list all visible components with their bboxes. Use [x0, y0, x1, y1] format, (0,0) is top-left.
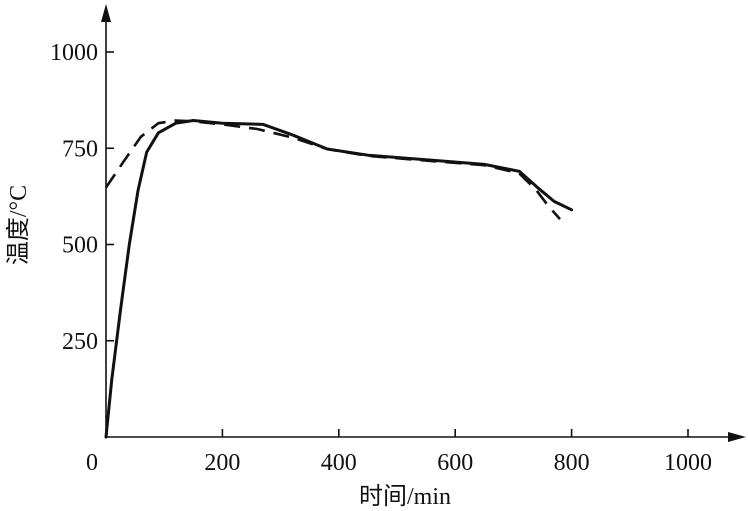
y-tick-label-1000: 1000: [50, 40, 98, 66]
series-line-solid: [104, 119, 574, 439]
x-tick-label-0: 0: [86, 450, 98, 476]
axes: [101, 4, 746, 442]
x-axis-title: 时间/min: [359, 483, 451, 510]
series-line-dashed: [104, 119, 561, 220]
y-axis-arrow: [101, 4, 111, 22]
x-axis-arrow: [728, 432, 746, 442]
x-tick-label-400: 400: [321, 450, 357, 476]
y-ticks: 250 500 750 1000: [50, 40, 114, 355]
x-tick-label-1000: 1000: [664, 450, 712, 476]
y-axis-title: 温度/°C: [5, 185, 32, 265]
x-ticks: 0 200 400 600 800 1000: [86, 429, 712, 476]
series-layer: [104, 119, 574, 439]
x-tick-label-200: 200: [204, 450, 240, 476]
x-tick-label-800: 800: [554, 450, 590, 476]
y-tick-label-500: 500: [62, 233, 98, 259]
x-tick-label-600: 600: [437, 450, 473, 476]
y-tick-label-250: 250: [62, 329, 98, 355]
y-tick-label-750: 750: [62, 136, 98, 162]
